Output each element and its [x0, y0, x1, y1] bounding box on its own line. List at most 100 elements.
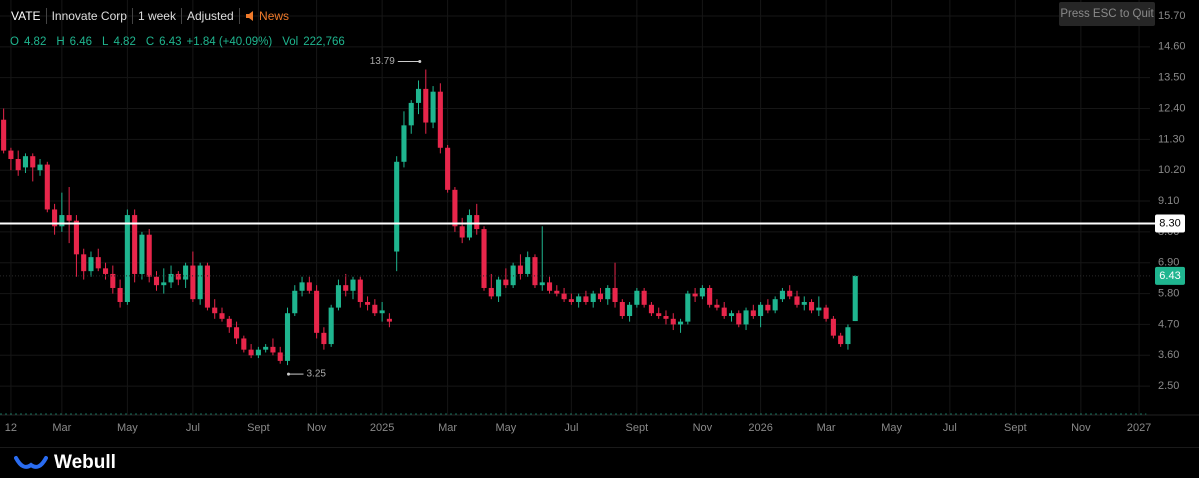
candle-body — [350, 279, 356, 291]
x-tick-label: Jul — [564, 422, 578, 434]
x-tick-label: Sept — [626, 422, 649, 434]
candle-body — [452, 189, 458, 227]
candle-body — [772, 299, 778, 311]
news[interactable]: News — [240, 8, 294, 24]
high-label: 13.79 — [370, 56, 395, 67]
candle-body — [532, 257, 538, 286]
candle-body — [590, 293, 596, 302]
candle-body — [292, 290, 298, 314]
price-line-box — [1155, 214, 1185, 233]
candle-body — [554, 290, 560, 294]
candle-body — [539, 282, 545, 286]
candle-body — [648, 304, 654, 314]
candle-body — [408, 102, 414, 126]
candle-body — [663, 316, 669, 319]
candle-body — [838, 335, 844, 345]
candle-body — [175, 273, 181, 280]
candle-body — [15, 158, 21, 171]
candle-body — [546, 282, 553, 291]
x-tick-label: Nov — [693, 422, 713, 434]
quote-value: 4.82 — [23, 36, 47, 48]
y-tick-label: 12.40 — [1158, 102, 1186, 114]
adjustment[interactable]: Adjusted — [182, 8, 240, 24]
price-line-label: 8.30 — [1159, 217, 1180, 229]
candle-body — [845, 327, 851, 345]
candle-body — [197, 265, 203, 300]
x-tick-label: Mar — [52, 422, 71, 434]
candle-body — [204, 265, 210, 308]
candle-body — [707, 287, 713, 305]
candle-body — [30, 156, 36, 168]
candle-body — [605, 287, 611, 300]
candle-body — [1, 119, 7, 151]
news-label: News — [259, 9, 290, 23]
candle-body — [525, 257, 531, 274]
candle-body — [102, 268, 109, 274]
candle-body — [517, 265, 523, 274]
candle-body — [568, 299, 574, 302]
y-tick-label: 9.10 — [1158, 195, 1179, 207]
candle-body — [496, 279, 502, 297]
candle-body — [255, 349, 261, 356]
candle-body — [561, 293, 567, 300]
quote-label: C — [145, 36, 155, 48]
candle-body — [437, 91, 443, 148]
company-name: Innovate Corp — [47, 8, 133, 24]
candle-body — [44, 164, 50, 210]
last-price-label: 6.43 — [1159, 270, 1180, 282]
quit-button[interactable]: Press ESC to Quit — [1059, 2, 1155, 26]
quote-change: +1.84 (+40.09%) — [186, 36, 273, 48]
candle-body — [219, 313, 225, 319]
volume-value: 222,766 — [303, 36, 345, 48]
x-tick-label: Nov — [307, 422, 327, 434]
brand-logo — [14, 456, 48, 469]
x-tick-label: Jul — [943, 422, 957, 434]
candle-body — [743, 310, 749, 325]
candle-body — [415, 88, 422, 103]
x-tick-label: Sept — [1004, 422, 1027, 434]
interval[interactable]: 1 week — [133, 8, 182, 24]
candle-body — [634, 290, 640, 305]
candle-body — [794, 296, 800, 305]
x-tick-label: 12 — [5, 422, 17, 434]
candle-body — [284, 313, 291, 361]
candle-body — [474, 215, 480, 230]
candle-body — [677, 321, 684, 325]
candle-body — [809, 301, 815, 311]
x-tick-label: Sept — [247, 422, 270, 434]
candle-body — [139, 234, 145, 274]
candle-body — [583, 296, 589, 302]
candle-body — [656, 313, 662, 317]
candle-body — [226, 318, 232, 328]
candle-body — [510, 265, 516, 286]
volume-label: Vol — [282, 36, 299, 48]
candle-body — [750, 310, 756, 317]
candle-body — [357, 279, 363, 302]
low-label: 3.25 — [307, 369, 327, 380]
x-tick-label: Mar — [817, 422, 836, 434]
candle-body — [183, 265, 189, 280]
header: VATE Innovate Corp 1 week Adjusted News — [6, 8, 294, 24]
candle-body — [168, 273, 174, 283]
candle-body — [81, 254, 87, 272]
x-tick-label: 2025 — [370, 422, 394, 434]
candle-body — [95, 257, 101, 269]
y-tick-label: 2.50 — [1158, 380, 1179, 392]
y-tick-label: 15.70 — [1158, 10, 1186, 22]
y-tick-label: 11.30 — [1158, 133, 1185, 145]
candle-body — [153, 276, 160, 286]
candle-body — [110, 273, 116, 288]
candle-body — [299, 282, 305, 291]
chart: 15.7014.6013.5012.4011.3010.209.108.006.… — [0, 0, 1199, 434]
news-icon — [245, 11, 253, 21]
x-tick-label: May — [117, 422, 138, 434]
candle-body — [73, 220, 79, 255]
candle-body — [241, 338, 247, 350]
quote-label: L — [102, 36, 109, 48]
y-tick-label: 5.80 — [1158, 287, 1179, 299]
quote-label: O — [10, 36, 19, 48]
candle-body — [612, 287, 618, 302]
candle-body — [234, 327, 240, 339]
symbol: VATE — [6, 8, 47, 24]
quote-label: H — [56, 36, 65, 48]
